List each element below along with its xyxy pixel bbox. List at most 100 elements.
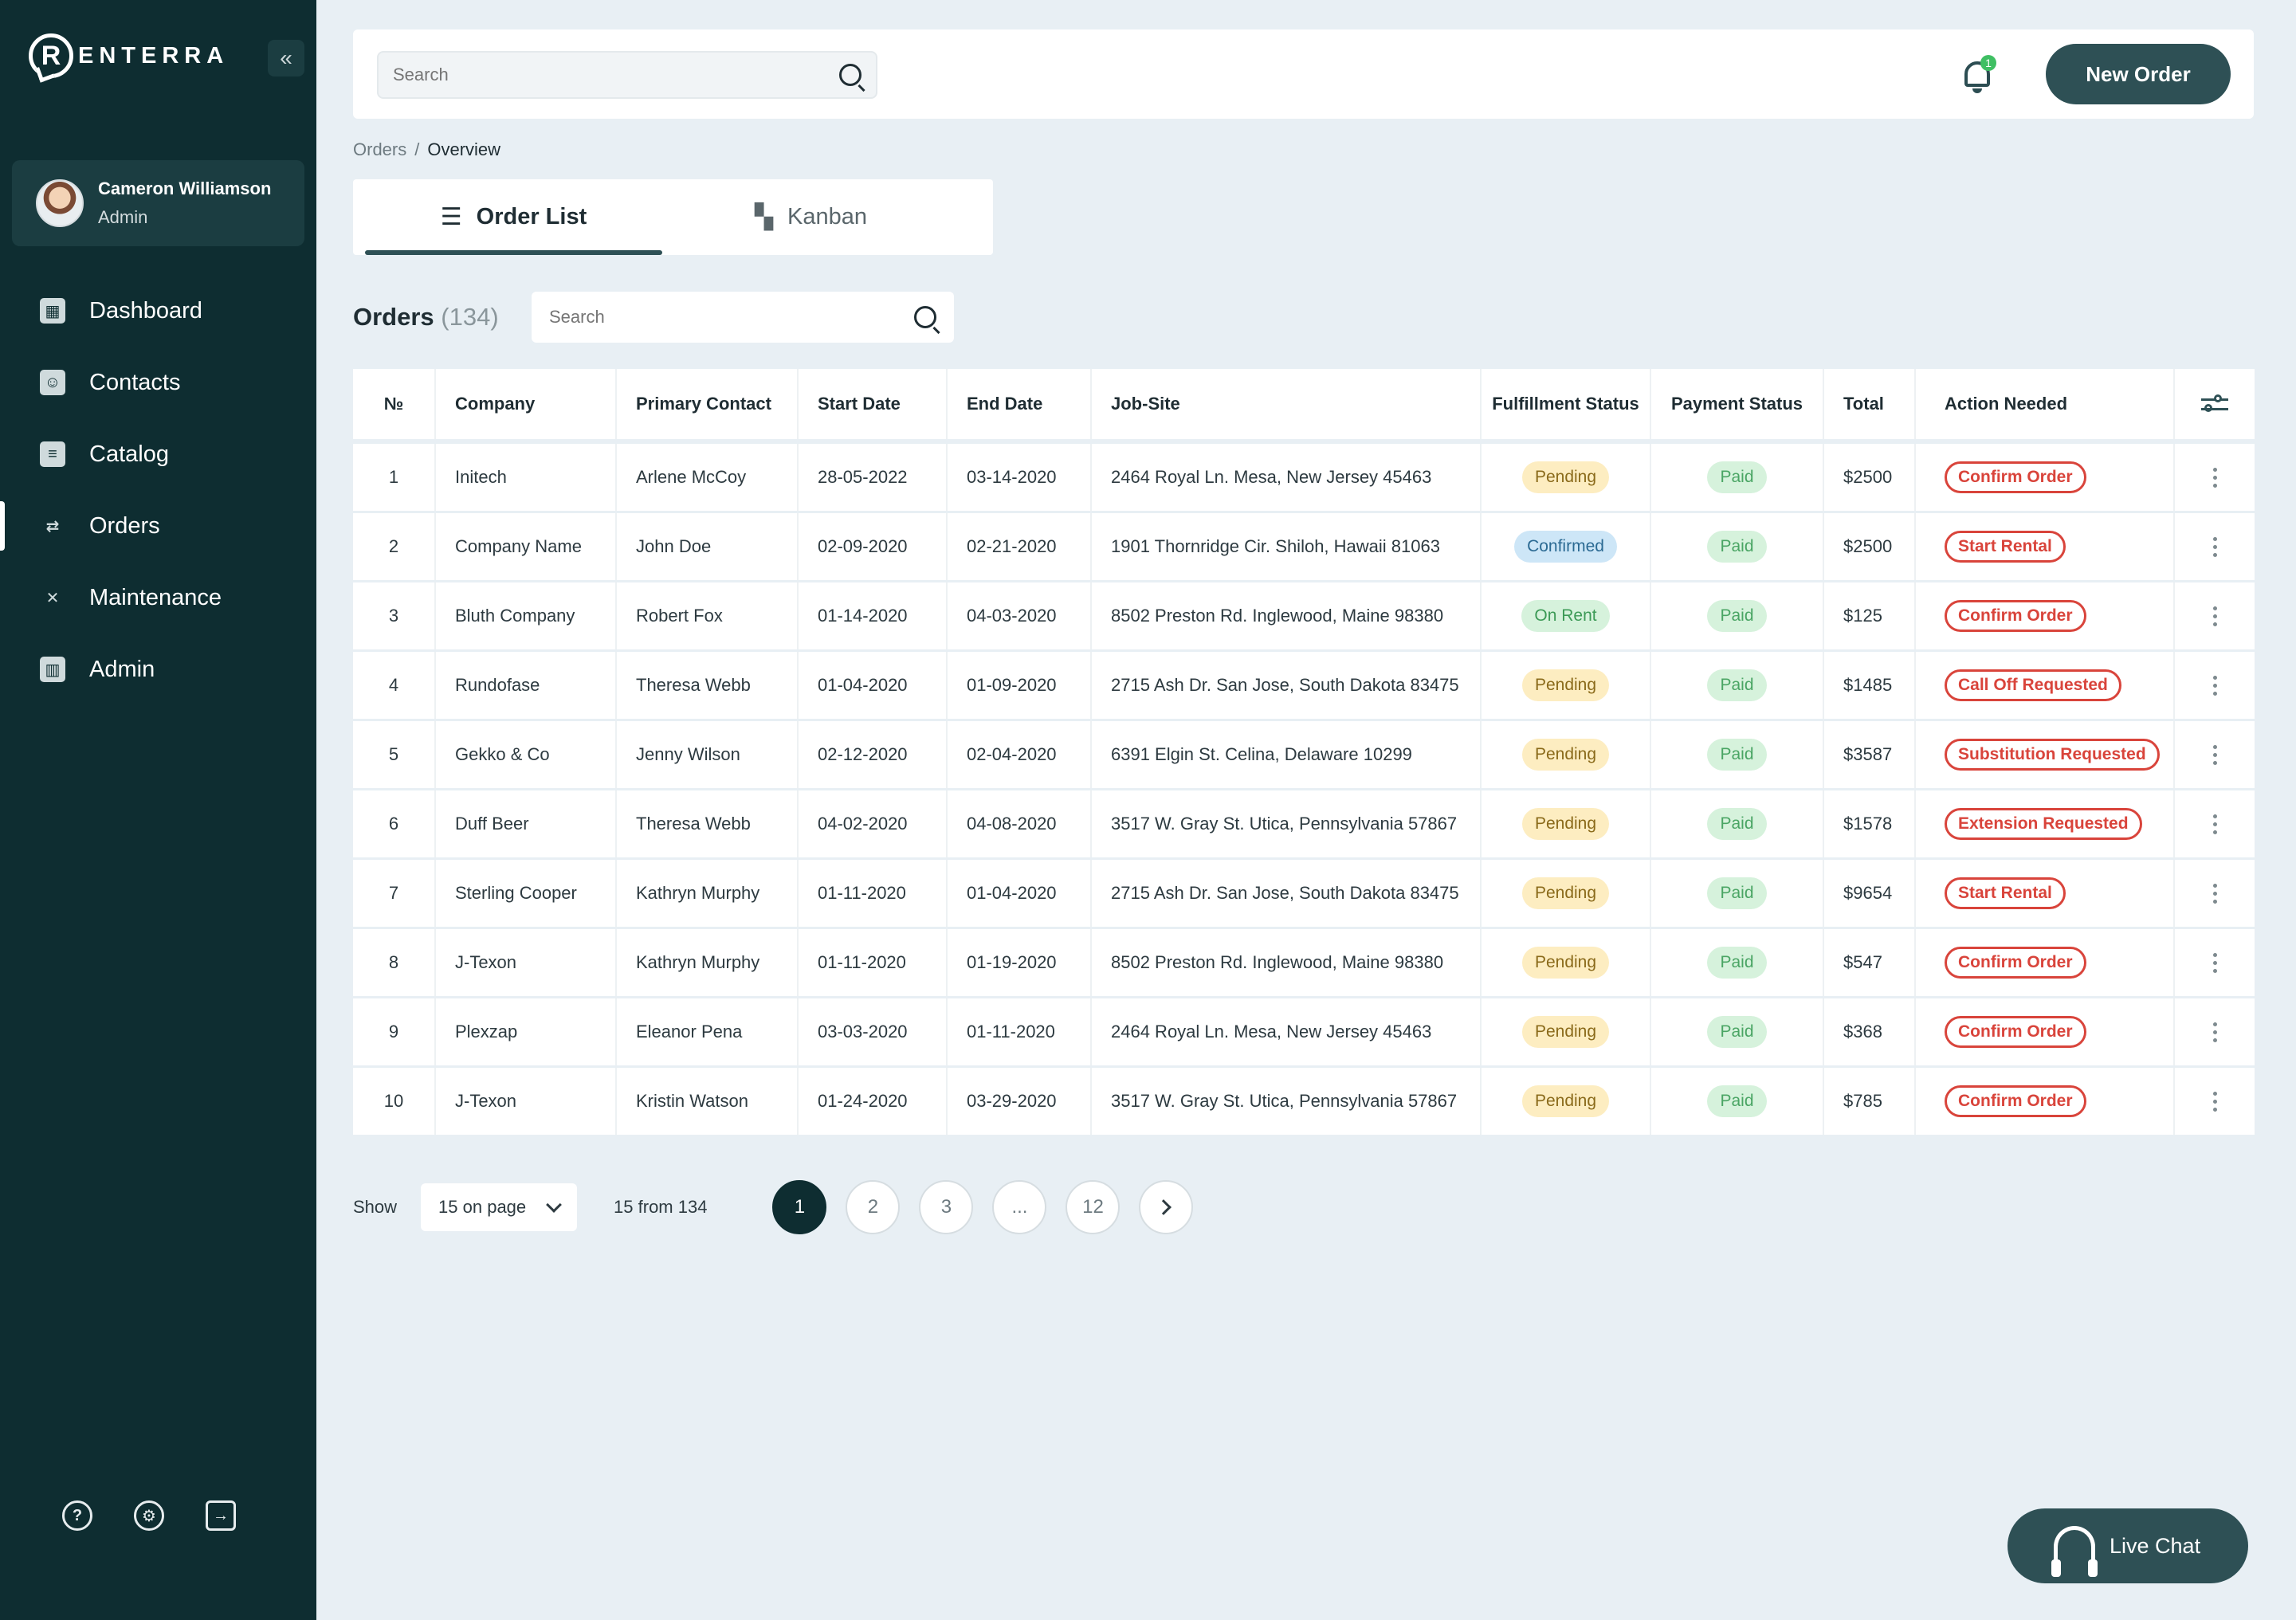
page-2[interactable]: 2 [846, 1180, 901, 1234]
column-settings-button[interactable] [2175, 369, 2255, 439]
search-input[interactable] [393, 65, 791, 85]
table-row[interactable]: 7 Sterling Cooper Kathryn Murphy 01-11-2020… [353, 860, 2255, 927]
filter-sliders-icon [2201, 394, 2228, 414]
fulfillment-status-badge: Pending [1521, 739, 1610, 771]
payment-status-badge: Paid [1707, 1085, 1767, 1117]
row-menu-button[interactable] [2175, 998, 2255, 1065]
sidebar-item-contacts[interactable]: ☺ Contacts [0, 347, 316, 418]
collapse-sidebar-button[interactable]: « [268, 40, 304, 76]
live-chat-button[interactable]: Live Chat [2008, 1508, 2248, 1583]
header-total[interactable]: Total [1824, 369, 1916, 439]
sidebar-item-dashboard[interactable]: ▦ Dashboard [0, 275, 316, 347]
per-page-select[interactable]: 15 on page [421, 1183, 578, 1231]
cell-job-site: 2464 Royal Ln. Mesa, New Jersey 45463 [1092, 444, 1482, 511]
row-menu-button[interactable] [2175, 652, 2255, 719]
table-row[interactable]: 5 Gekko & Co Jenny Wilson 02-12-2020 02-04-2… [353, 721, 2255, 788]
row-menu-button[interactable] [2175, 513, 2255, 580]
user-card[interactable]: Cameron Williamson Admin [12, 160, 304, 246]
action-needed-button[interactable]: Start Rental [1945, 877, 2066, 909]
sidebar-item-admin[interactable]: ▥ Admin [0, 633, 316, 705]
settings-icon[interactable]: ⚙ [134, 1500, 164, 1531]
header-end-date[interactable]: End Date [948, 369, 1092, 439]
table-row[interactable]: 8 J-Texon Kathryn Murphy 01-11-2020 01-19-20… [353, 929, 2255, 996]
row-menu-button[interactable] [2175, 721, 2255, 788]
help-icon[interactable]: ? [62, 1500, 92, 1531]
action-needed-button[interactable]: Confirm Order [1945, 1016, 2086, 1048]
orders-search-input[interactable] [549, 307, 879, 328]
action-needed-button[interactable]: Call Off Requested [1945, 669, 2121, 701]
table-row[interactable]: 10 J-Texon Kristin Watson 01-24-2020 03-29-2… [353, 1068, 2255, 1135]
catalog-icon: ≡ [40, 441, 65, 467]
action-needed-button[interactable]: Confirm Order [1945, 1085, 2086, 1117]
search-icon[interactable] [839, 64, 861, 86]
orders-count: (134) [441, 303, 499, 331]
sidebar-item-label: Admin [89, 656, 155, 682]
header-fulfillment[interactable]: Fulfillment Status [1482, 369, 1651, 439]
sidebar-item-catalog[interactable]: ≡ Catalog [0, 418, 316, 490]
page-ellipsis[interactable]: ... [992, 1180, 1047, 1234]
row-menu-button[interactable] [2175, 582, 2255, 649]
row-menu-button[interactable] [2175, 444, 2255, 511]
table-row[interactable]: 3 Bluth Company Robert Fox 01-14-2020 04-03-… [353, 582, 2255, 649]
payment-status-badge: Paid [1707, 808, 1767, 840]
cell-total: $3587 [1824, 721, 1916, 788]
notifications-button[interactable]: 1 [1960, 55, 1996, 95]
row-menu-button[interactable] [2175, 1068, 2255, 1135]
header-no[interactable]: № [353, 369, 436, 439]
payment-status-badge: Paid [1707, 669, 1767, 701]
next-page-button[interactable] [1139, 1180, 1194, 1234]
page-1[interactable]: 1 [772, 1180, 827, 1234]
orders-search[interactable] [532, 292, 954, 343]
action-needed-button[interactable]: Confirm Order [1945, 947, 2086, 979]
live-chat-label: Live Chat [2110, 1533, 2201, 1558]
cell-start-date: 01-24-2020 [799, 1068, 948, 1135]
header-job-site[interactable]: Job-Site [1092, 369, 1482, 439]
global-search[interactable] [377, 51, 877, 99]
action-needed-button[interactable]: Substitution Requested [1945, 739, 2160, 771]
bell-icon [1964, 61, 1990, 87]
table-row[interactable]: 4 Rundofase Theresa Webb 01-04-2020 01-09-20… [353, 652, 2255, 719]
cell-contact: Jenny Wilson [617, 721, 799, 788]
tab-kanban[interactable]: ▚ Kanban [662, 179, 960, 255]
header-action[interactable]: Action Needed [1916, 369, 2175, 439]
action-needed-button[interactable]: Confirm Order [1945, 461, 2086, 493]
maintenance-icon: ✕ [45, 589, 60, 607]
row-menu-button[interactable] [2175, 790, 2255, 857]
page-list: 1 2 3 ... 12 [772, 1180, 1194, 1234]
new-order-button[interactable]: New Order [2046, 44, 2231, 104]
table-row[interactable]: 1 Initech Arlene McCoy 28-05-2022 03-14-2020… [353, 444, 2255, 511]
user-name: Cameron Williamson [98, 178, 272, 198]
page-12[interactable]: 12 [1066, 1180, 1121, 1234]
action-needed-button[interactable]: Start Rental [1945, 531, 2066, 563]
table-row[interactable]: 6 Duff Beer Theresa Webb 04-02-2020 04-08-20… [353, 790, 2255, 857]
cell-start-date: 28-05-2022 [799, 444, 948, 511]
brand-logo[interactable]: R ENTERRA [29, 33, 229, 78]
row-menu-button[interactable] [2175, 860, 2255, 927]
cell-job-site: 3517 W. Gray St. Utica, Pennsylvania 578… [1092, 790, 1482, 857]
list-icon: ☰ [440, 204, 462, 230]
sidebar-item-orders[interactable]: ⇄ Orders [0, 490, 316, 562]
search-icon[interactable] [914, 306, 936, 328]
logout-icon[interactable]: → [206, 1500, 236, 1531]
action-needed-button[interactable]: Confirm Order [1945, 600, 2086, 632]
page-3[interactable]: 3 [919, 1180, 974, 1234]
tab-label: Order List [476, 204, 587, 229]
action-needed-button[interactable]: Extension Requested [1945, 808, 2142, 840]
per-page-value: 15 on page [438, 1197, 527, 1217]
table-row[interactable]: 2 Company Name John Doe 02-09-2020 02-21-202… [353, 513, 2255, 580]
sidebar-item-maintenance[interactable]: ✕ Maintenance [0, 562, 316, 633]
orders-heading: Orders (134) [353, 303, 499, 331]
header-company[interactable]: Company [436, 369, 617, 439]
breadcrumb-orders[interactable]: Orders [353, 139, 407, 159]
cell-company: Rundofase [436, 652, 617, 719]
kebab-menu-icon [2212, 1022, 2217, 1042]
fulfillment-status-badge: Pending [1521, 1016, 1610, 1048]
header-contact[interactable]: Primary Contact [617, 369, 799, 439]
row-menu-button[interactable] [2175, 929, 2255, 996]
tab-order-list[interactable]: ☰ Order List [365, 179, 662, 255]
fulfillment-status-badge: Pending [1521, 947, 1610, 979]
header-payment[interactable]: Payment Status [1651, 369, 1824, 439]
fulfillment-status-badge: Confirmed [1514, 531, 1617, 563]
table-row[interactable]: 9 Plexzap Eleanor Pena 03-03-2020 01-11-2020… [353, 998, 2255, 1065]
header-start-date[interactable]: Start Date [799, 369, 948, 439]
